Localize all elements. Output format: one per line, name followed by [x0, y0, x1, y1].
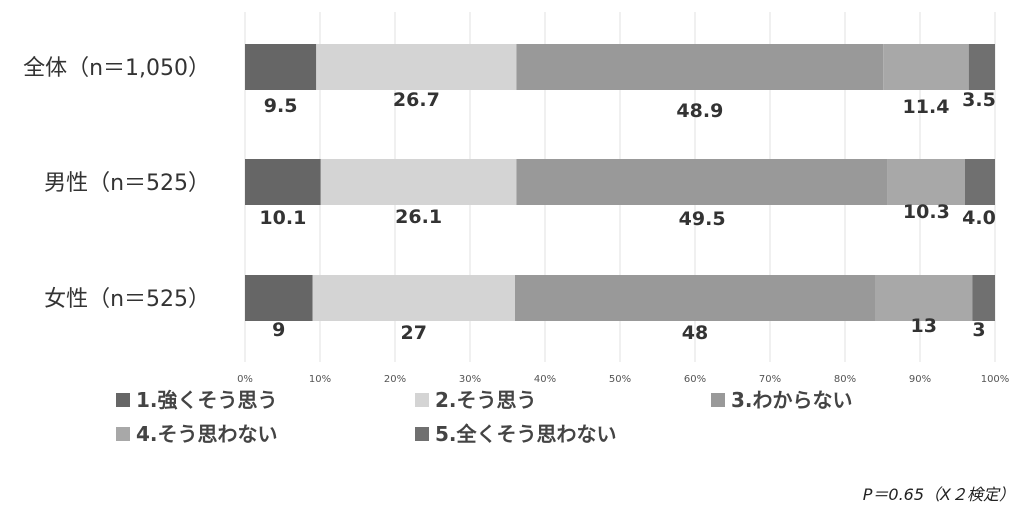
- data-label: 4.0: [962, 207, 996, 229]
- data-label: 48.9: [676, 100, 723, 122]
- data-label: 10.3: [903, 201, 950, 223]
- legend-swatch: [116, 393, 130, 407]
- x-tick-label: 30%: [459, 374, 481, 385]
- bar-segment: [316, 44, 517, 90]
- legend-swatch: [415, 393, 429, 407]
- legend-swatch: [711, 393, 725, 407]
- bar-segment: [875, 275, 973, 321]
- data-label: 26.1: [395, 206, 442, 228]
- bar-segment: [972, 275, 995, 321]
- bar-segment: [516, 159, 888, 205]
- data-label: 9.5: [264, 95, 298, 117]
- bar-segment: [516, 44, 884, 90]
- x-tick-label: 100%: [981, 374, 1010, 385]
- legend-label: 5.全くそう思わない: [435, 422, 617, 446]
- bar-segment: [515, 275, 875, 321]
- data-label: 48: [682, 322, 708, 344]
- category-label: 男性（n＝525）: [44, 171, 210, 196]
- category-label: 全体（n＝1,050）: [23, 56, 210, 81]
- significance-note: P＝0.65（Χ２検定）: [863, 485, 1015, 504]
- bar-segment: [968, 44, 995, 90]
- x-tick-label: 10%: [309, 374, 331, 385]
- bar-segment: [320, 159, 517, 205]
- data-label: 3.5: [962, 89, 996, 111]
- legend-label: 4.そう思わない: [136, 422, 278, 446]
- bar-segment: [245, 159, 321, 205]
- x-tick-label: 40%: [534, 374, 556, 385]
- bar-segment: [965, 159, 995, 205]
- data-label: 13: [911, 315, 937, 337]
- bar-segment: [245, 275, 313, 321]
- x-tick-label: 20%: [384, 374, 406, 385]
- data-label: 11.4: [903, 96, 950, 118]
- bar-segment: [887, 159, 965, 205]
- legend-swatch: [415, 427, 429, 441]
- data-label: 26.7: [393, 89, 440, 111]
- data-label: 10.1: [259, 207, 306, 229]
- category-label: 女性（n＝525）: [44, 287, 210, 312]
- x-tick-label: 60%: [684, 374, 706, 385]
- legend-label: 2.そう思う: [435, 388, 537, 412]
- x-tick-label: 70%: [759, 374, 781, 385]
- x-tick-label: 0%: [237, 374, 253, 385]
- x-tick-label: 80%: [834, 374, 856, 385]
- x-tick-label: 90%: [909, 374, 931, 385]
- legend-swatch: [116, 427, 130, 441]
- data-label: 49.5: [679, 208, 726, 230]
- legend-label: 3.わからない: [731, 388, 853, 412]
- data-label: 3: [972, 319, 985, 341]
- bar-segment: [312, 275, 515, 321]
- bar-segment: [245, 44, 317, 90]
- x-tick-label: 50%: [609, 374, 631, 385]
- data-label: 9: [272, 319, 285, 341]
- bar-segment: [883, 44, 969, 90]
- legend-label: 1.強くそう思う: [136, 388, 278, 412]
- data-label: 27: [401, 322, 427, 344]
